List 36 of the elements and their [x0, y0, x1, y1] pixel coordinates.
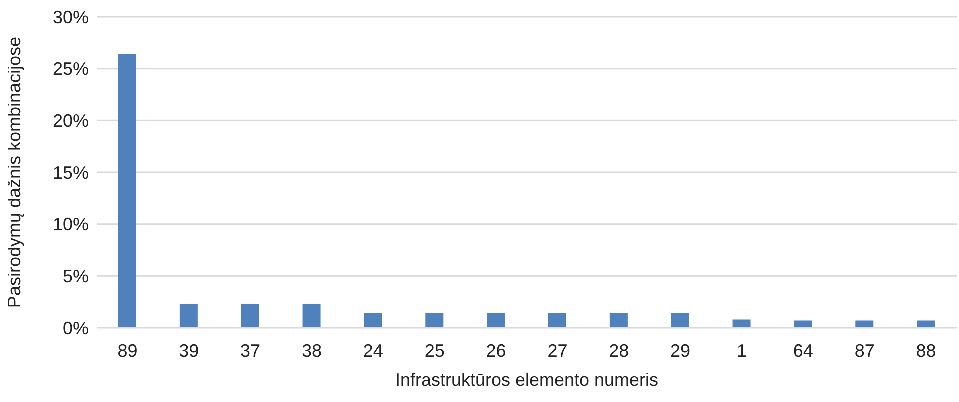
y-tick-label: 15% — [52, 162, 89, 183]
x-tick-label: 1 — [736, 340, 748, 361]
bar — [610, 313, 628, 328]
x-tick-label: 37 — [240, 340, 261, 361]
x-tick-label: 29 — [670, 340, 691, 361]
y-tick-label: 25% — [52, 59, 89, 80]
y-tick-label: 20% — [52, 111, 89, 132]
y-tick-label: 30% — [52, 7, 89, 28]
y-tick-label: 0% — [62, 318, 89, 338]
bar — [548, 313, 566, 328]
bar — [302, 304, 321, 328]
x-tick-label: 28 — [609, 340, 630, 361]
x-tick-label: 89 — [118, 340, 138, 361]
bar — [487, 313, 506, 328]
bar — [118, 54, 136, 328]
x-tick-label: 39 — [179, 340, 200, 361]
x-tick-label: 25 — [424, 340, 445, 361]
x-tick-label: 88 — [916, 340, 936, 361]
bar — [856, 320, 874, 328]
bar — [732, 320, 751, 328]
bar — [426, 313, 444, 328]
bar — [241, 304, 260, 328]
x-tick-label: 87 — [854, 340, 875, 361]
y-tick-label: 10% — [52, 214, 89, 235]
bar — [794, 320, 812, 328]
bar — [917, 320, 936, 328]
x-tick-label: 27 — [548, 340, 568, 361]
x-axis-title: Infrastruktūros elemento numeris — [395, 370, 659, 390]
bar — [364, 313, 382, 328]
y-tick-label: 5% — [62, 266, 89, 287]
bar — [180, 304, 198, 328]
bar — [671, 313, 690, 328]
x-tick-label: 26 — [486, 340, 506, 361]
x-tick-label: 38 — [302, 340, 322, 361]
x-tick-label: 24 — [363, 340, 384, 361]
x-tick-label: 64 — [793, 340, 814, 361]
